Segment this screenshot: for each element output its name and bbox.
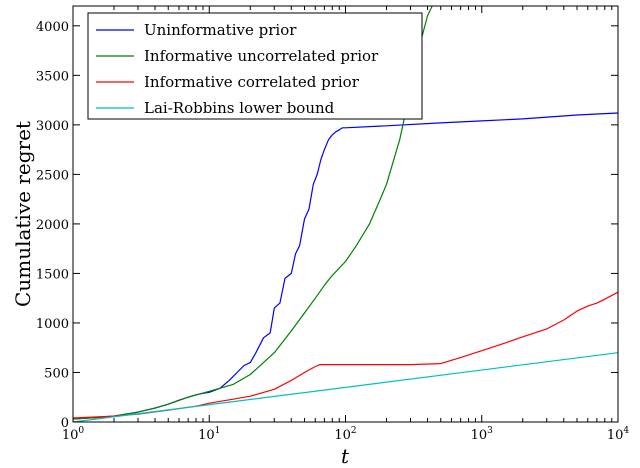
legend-label-2: Informative correlated prior [144, 73, 360, 91]
x-tick-label-exponent: 2 [351, 426, 357, 436]
series-line-3 [73, 352, 618, 422]
tick-layer [72, 6, 619, 423]
x-tick-label-base: 10 [607, 428, 624, 443]
y-tick-label: 3500 [36, 69, 69, 84]
x-tick-label: 101 [198, 426, 220, 443]
x-tick-label: 100 [62, 426, 85, 443]
x-tick-label-exponent: 0 [78, 426, 84, 436]
x-tick-label-base: 10 [471, 428, 488, 443]
x-tick-label: 102 [334, 426, 356, 443]
x-tick-label-exponent: 3 [487, 426, 493, 436]
legend: Uninformative prior Informative uncorrela… [87, 12, 423, 120]
series-layer [73, 6, 618, 422]
x-tick-label-base: 10 [334, 428, 351, 443]
x-tick-label-base: 10 [62, 428, 79, 443]
legend-label-3: Lai-Robbins lower bound [144, 99, 335, 117]
y-tick-label: 1500 [36, 267, 69, 282]
legend-label-0: Uninformative prior [144, 21, 297, 39]
y-tick-label: 2500 [36, 168, 69, 183]
x-axis-title: t [341, 444, 350, 468]
y-tick-label: 0 [61, 416, 69, 431]
x-tick-label-base: 10 [198, 428, 215, 443]
legend-items: Uninformative prior Informative uncorrela… [96, 21, 379, 117]
x-tick-label: 104 [607, 426, 630, 443]
x-tick-label-exponent: 4 [623, 426, 629, 436]
tick-label-layer: 100 101 102 103 1040500100015002000250030003… [36, 20, 630, 443]
x-tick-label: 103 [471, 426, 494, 443]
series-line-1 [73, 6, 433, 420]
y-tick-label: 500 [44, 366, 69, 381]
y-tick-label: 3000 [36, 119, 69, 134]
y-tick-label: 4000 [36, 20, 69, 35]
y-tick-label: 2000 [36, 218, 69, 233]
x-tick-label-exponent: 1 [215, 426, 221, 436]
legend-box [87, 12, 423, 120]
legend-label-1: Informative uncorrelated prior [144, 47, 379, 65]
y-tick-label: 1000 [36, 317, 69, 332]
y-axis-title: Cumulative regret [11, 121, 35, 307]
series-line-2 [73, 291, 618, 419]
